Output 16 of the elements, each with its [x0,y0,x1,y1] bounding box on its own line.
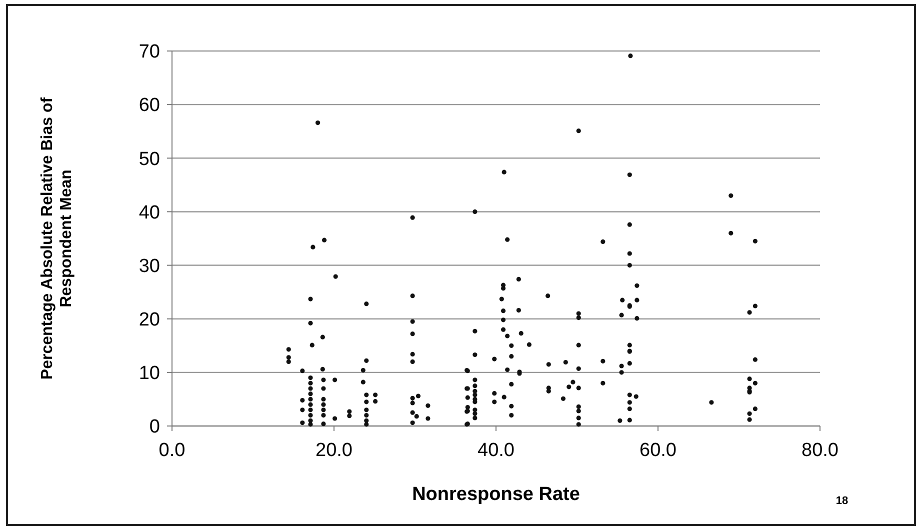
x-tick-label: 80.0 [802,440,838,461]
x-axis-title: Nonresponse Rate [412,484,580,505]
y-tick-label: 30 [138,256,160,277]
y-tick-label: 70 [138,42,160,63]
y-axis-title: Percentage Absolute Relative Bias of Respondent Mean [38,96,75,380]
x-tick-label: 0.0 [158,440,186,461]
y-tick-label: 20 [138,310,160,331]
x-tick-label: 20.0 [316,440,352,461]
x-tick-label: 60.0 [640,440,676,461]
y-tick-label: 60 [138,95,160,116]
y-tick-label: 50 [138,148,160,170]
y-tick-label: 0 [149,416,160,438]
x-tick-label: 40.0 [478,440,514,461]
y-tick-label: 40 [138,202,160,224]
y-tick-label: 10 [138,363,160,384]
text: 18 [836,495,848,507]
